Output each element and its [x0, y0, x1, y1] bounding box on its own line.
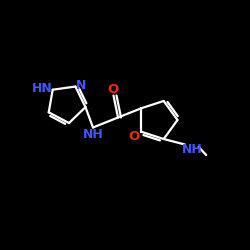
Text: O: O — [108, 83, 119, 96]
Text: N: N — [76, 79, 86, 92]
Text: NH: NH — [83, 128, 104, 141]
Text: NH: NH — [182, 142, 203, 156]
Text: HN: HN — [32, 82, 52, 95]
Text: O: O — [128, 130, 140, 143]
